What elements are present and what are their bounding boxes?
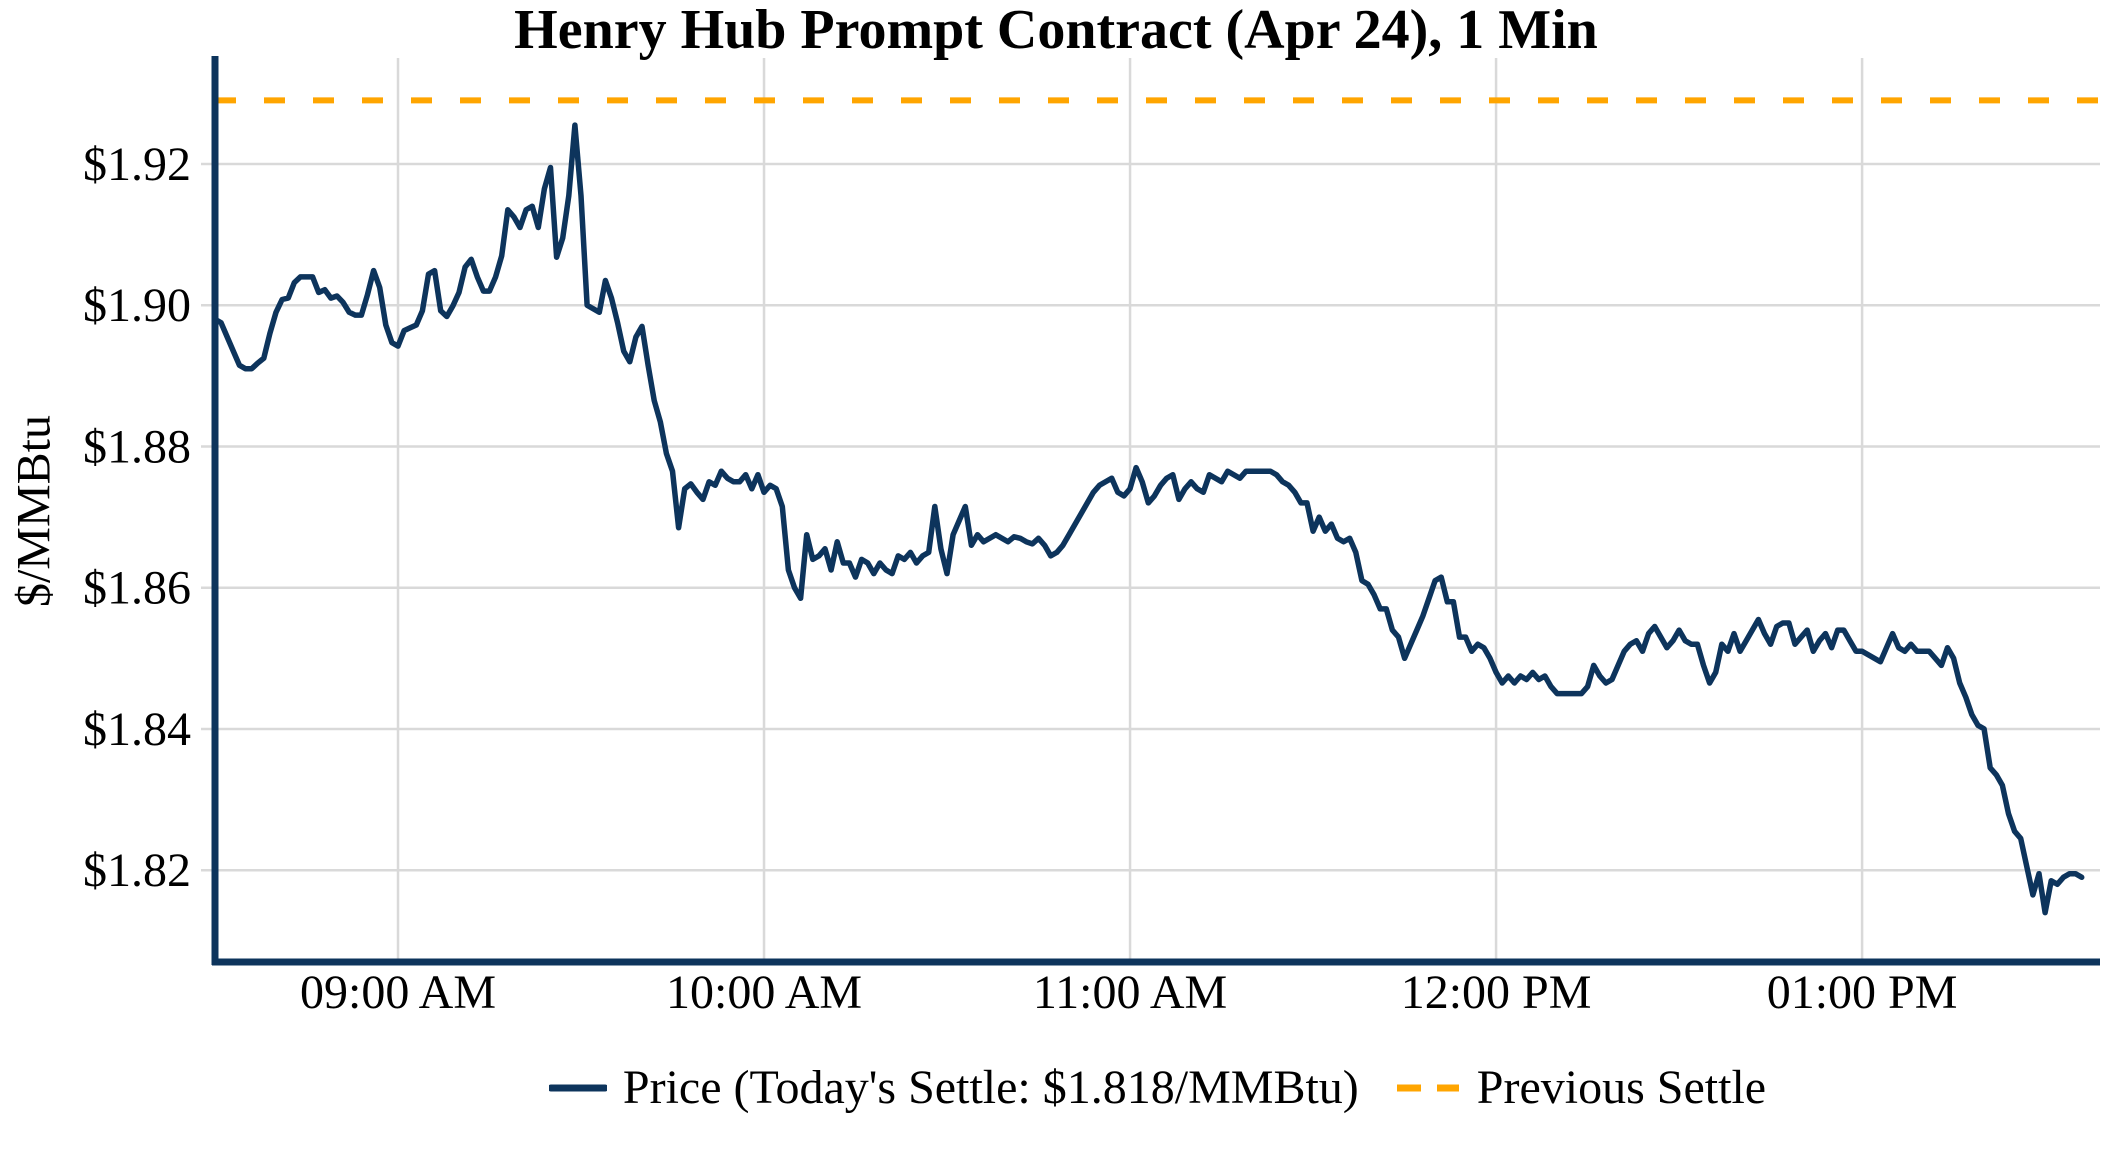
dashed-line-swatch-icon <box>1396 1084 1459 1092</box>
x-tick-label: 12:00 PM <box>1401 966 1592 1019</box>
y-tick-label: $1.84 <box>83 703 191 756</box>
x-tick-label: 10:00 AM <box>666 966 862 1019</box>
legend-label-price: Price (Today's Settle: $1.818/MMBtu) <box>622 1061 1359 1114</box>
legend-label-previous-settle: Previous Settle <box>1476 1061 1767 1114</box>
y-tick-label: $1.88 <box>83 420 191 473</box>
y-tick-label: $1.90 <box>83 279 191 332</box>
y-tick-label: $1.82 <box>83 844 191 897</box>
y-tick-label: $1.92 <box>83 138 191 191</box>
legend-item-previous-settle: Previous Settle <box>1395 1060 1766 1116</box>
x-tick-label: 11:00 AM <box>1033 966 1227 1019</box>
y-tick-label: $1.86 <box>83 562 191 615</box>
price-line <box>212 122 2085 916</box>
chart-title: Henry Hub Prompt Contract (Apr 24), 1 Mi… <box>514 0 1598 61</box>
x-tick-label: 09:00 AM <box>300 966 496 1019</box>
x-tick-label: 01:00 PM <box>1767 966 1958 1019</box>
legend: Price (Today's Settle: $1.818/MMBtu) Pre… <box>215 1060 2100 1116</box>
price-line-swatch-icon <box>548 1084 607 1092</box>
legend-item-price: Price (Today's Settle: $1.818/MMBtu) <box>548 1060 1359 1116</box>
